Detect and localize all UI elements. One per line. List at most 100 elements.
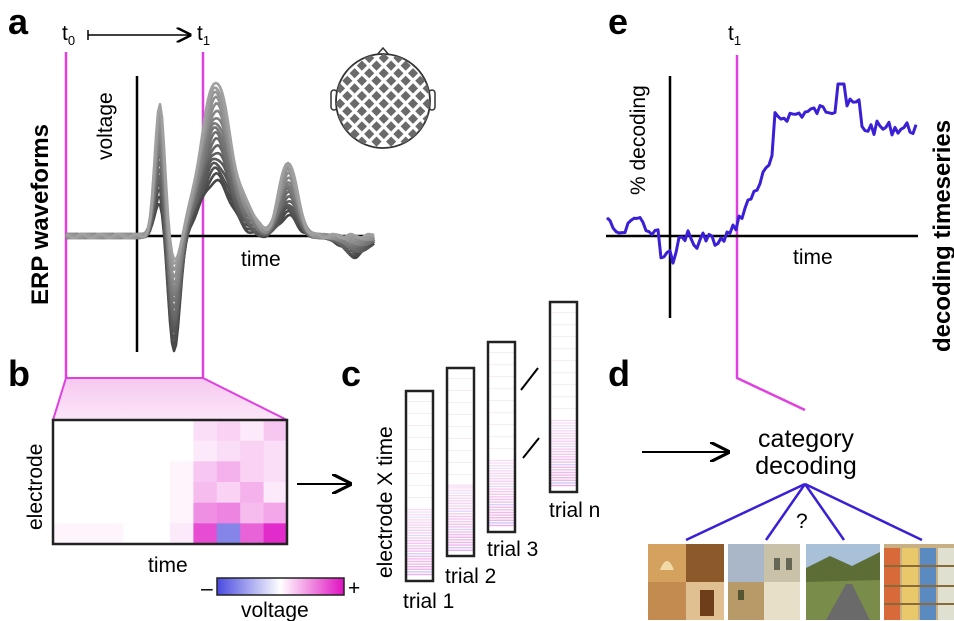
heatmap-cell bbox=[76, 482, 101, 504]
heatmap-cell bbox=[263, 440, 288, 462]
zoom-trapezoid bbox=[51, 377, 288, 421]
electrode-dot bbox=[422, 54, 430, 64]
decoding-side-label: decoding timeseries bbox=[929, 120, 954, 352]
heatmap-cell bbox=[123, 440, 148, 462]
heatmap-cell bbox=[216, 523, 241, 545]
category-question-mark: ? bbox=[796, 510, 808, 533]
erp-ylabel: voltage bbox=[94, 92, 117, 160]
panel-letter-c: c bbox=[341, 353, 361, 394]
heatmap-cell bbox=[216, 482, 241, 504]
trial-label-n: trial n bbox=[549, 499, 600, 522]
heatmap-cell bbox=[99, 482, 124, 504]
heatmap-cell bbox=[123, 461, 148, 483]
heatmap-cell bbox=[53, 440, 77, 462]
heatmap-cell bbox=[240, 502, 265, 524]
scene-thumbnail-road bbox=[806, 544, 880, 620]
heatmap-cell bbox=[99, 502, 124, 524]
heatmap-cell bbox=[216, 461, 241, 483]
erp-trace bbox=[65, 157, 375, 328]
heatmap-cell bbox=[170, 502, 194, 524]
trial-label-1: trial 1 bbox=[403, 590, 454, 613]
e-t1-marker-line bbox=[735, 55, 806, 412]
heatmap-cell bbox=[76, 461, 101, 483]
ellipsis-break-top bbox=[520, 367, 539, 391]
heatmap-cell bbox=[170, 420, 194, 442]
electrode-dot bbox=[378, 83, 389, 94]
electrode-dot bbox=[378, 128, 389, 140]
t1-label: t1 bbox=[197, 22, 210, 48]
t0-label: t0 bbox=[62, 22, 75, 48]
category-branches bbox=[685, 482, 923, 542]
heatmap-cell bbox=[193, 440, 218, 462]
heatmap-cell bbox=[146, 523, 171, 545]
erp-trace bbox=[65, 81, 375, 261]
heatmap-cell bbox=[146, 440, 171, 462]
heatmap-cell bbox=[193, 461, 218, 483]
heatmap-cell bbox=[123, 482, 148, 504]
trial-label-2: trial 2 bbox=[445, 565, 496, 588]
colorbar-minus: – bbox=[201, 577, 213, 600]
panel-e: e t1 % decoding time decoding timeseries bbox=[605, 1, 954, 412]
heatmap-cell bbox=[146, 461, 171, 483]
heatmap-cell bbox=[193, 523, 218, 545]
trial-bar bbox=[548, 300, 579, 494]
heatmap-cell bbox=[99, 523, 124, 545]
heatmap-cell bbox=[53, 523, 77, 545]
heatmap-cell bbox=[123, 523, 148, 545]
electrode-dot bbox=[378, 68, 389, 79]
electrode-dot bbox=[342, 90, 353, 102]
heatmap-cell bbox=[76, 523, 101, 545]
heatmap-cell bbox=[240, 440, 265, 462]
erp-trace bbox=[65, 178, 375, 353]
ellipsis-break-bottom bbox=[522, 437, 540, 459]
erp-trace bbox=[65, 172, 376, 347]
electrode-dot bbox=[422, 98, 430, 109]
heatmap-cell bbox=[216, 420, 241, 442]
heatmap-cell bbox=[146, 502, 171, 524]
trial-bars bbox=[404, 300, 579, 583]
heatmap-cell bbox=[263, 523, 288, 545]
trial-stack-ylabel: electrode X time bbox=[374, 426, 397, 578]
panel-d: d category decoding ? bbox=[608, 353, 954, 620]
heatmap-cell bbox=[146, 420, 171, 442]
category-title-line2: decoding bbox=[755, 452, 856, 480]
trial-bar bbox=[404, 389, 435, 583]
electrode-dot bbox=[415, 136, 426, 147]
electrode-dot bbox=[422, 128, 430, 140]
colorbar-plus: + bbox=[348, 577, 360, 600]
electrode-dot bbox=[415, 106, 426, 117]
panel-letter-b: b bbox=[8, 353, 30, 394]
scene-thumbnail-store bbox=[884, 544, 954, 620]
heatmap-cell bbox=[240, 461, 265, 483]
heatmap-cell bbox=[240, 482, 265, 504]
electrode-dot bbox=[342, 106, 353, 117]
heatmap-cell bbox=[146, 482, 171, 504]
panel-letter-e: e bbox=[608, 1, 628, 42]
scene-thumbnail-church bbox=[648, 544, 724, 620]
decoding-ylabel: % decoding bbox=[627, 85, 650, 195]
decoding-timeseries-line bbox=[605, 82, 918, 265]
heatmap-xlabel: time bbox=[148, 554, 188, 577]
heatmap-cell bbox=[76, 420, 101, 442]
panel-c: c electrode X time trial 1 trial 2 trial… bbox=[341, 300, 600, 613]
electrode-dot bbox=[378, 54, 389, 64]
trial-bar bbox=[445, 366, 476, 558]
heatmap-cell bbox=[99, 420, 124, 442]
heatmap-cell bbox=[123, 502, 148, 524]
heatmap-cell bbox=[193, 482, 218, 504]
panel-b: b electrode time – + voltage bbox=[8, 353, 360, 621]
scene-thumbnail-building bbox=[728, 544, 800, 620]
heatmap-cell bbox=[76, 440, 101, 462]
heatmap-cell bbox=[170, 461, 194, 483]
heatmap-cell bbox=[263, 420, 288, 442]
heatmap-cell bbox=[170, 440, 194, 462]
panel-letter-a: a bbox=[8, 1, 29, 42]
heatmap-cell bbox=[193, 502, 218, 524]
category-title-line1: category bbox=[758, 425, 854, 453]
heatmap-cell bbox=[193, 420, 218, 442]
electrode-dot bbox=[378, 98, 389, 109]
electrode-dot bbox=[342, 136, 353, 147]
heatmap-cell bbox=[53, 420, 77, 442]
electrode-dot bbox=[336, 54, 346, 64]
erp-side-label: ERP waveforms bbox=[27, 124, 54, 305]
